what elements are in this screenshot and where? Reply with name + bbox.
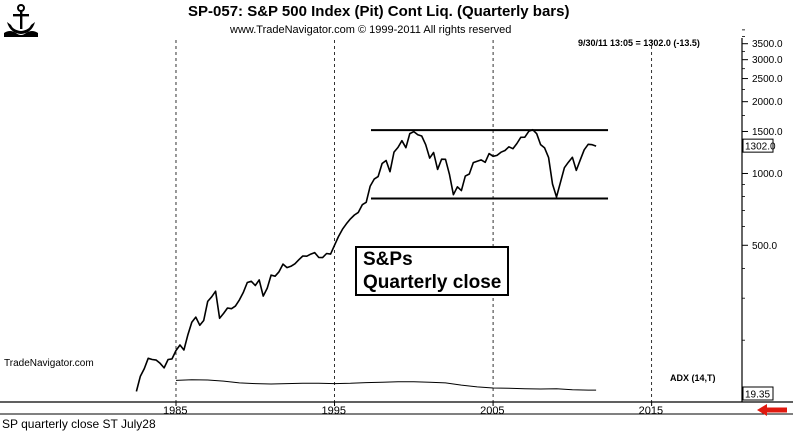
left-arrow-icon[interactable] xyxy=(757,404,787,416)
adx-label: ADX (14,T) xyxy=(670,373,716,383)
axes xyxy=(0,38,793,415)
annotation-line-1: S&Ps xyxy=(363,249,413,270)
x-tick-label-2005: 2005 xyxy=(480,405,504,417)
last-value-markers: 1302.0 19.35 xyxy=(742,138,776,401)
adx-series xyxy=(175,379,597,391)
chart-title: SP-057: S&P 500 Index (Pit) Cont Liq. (Q… xyxy=(188,3,570,20)
y-tick-label-3500: 3500.0 xyxy=(752,39,783,50)
y-tick-label-500: 500.0 xyxy=(752,241,777,252)
y-tick-label-1000: 1000.0 xyxy=(752,169,783,180)
x-tick-label-2015: 2015 xyxy=(639,405,663,417)
price-series xyxy=(135,128,597,392)
y-tick-label-2000: 2000.0 xyxy=(752,97,783,108)
annotation-line-2: Quarterly close xyxy=(363,272,502,293)
x-tick-label-1985: 1985 xyxy=(163,405,187,417)
annotation-box: S&Ps Quarterly close xyxy=(355,246,509,296)
last-price-box xyxy=(742,138,774,153)
last-price-label: 1302.0 xyxy=(745,142,776,153)
footer-note: SP quarterly close ST July28 xyxy=(2,417,156,431)
y-tick-label-1500: 1500.0 xyxy=(752,127,783,138)
adx-last-label: 19.35 xyxy=(745,390,770,401)
price-readout: 9/30/11 13:05 = 1302.0 (-13.5) xyxy=(578,38,700,48)
adx-last-box xyxy=(742,386,774,401)
price-line-0 xyxy=(135,128,597,392)
copyright-notice: www.TradeNavigator.com © 1999-2011 All r… xyxy=(230,24,512,36)
y-tick-label-2500: 2500.0 xyxy=(752,74,783,85)
x-axis-ticks: 1985 1995 2005 2015 xyxy=(163,402,663,417)
x-gridlines xyxy=(175,40,653,402)
support-resistance-lines xyxy=(371,129,609,200)
anchor-logo-icon xyxy=(4,4,38,37)
brand-label: TradeNavigator.com xyxy=(4,358,94,369)
adx-line xyxy=(175,379,597,391)
y-axis-ticks: 3500.0 3000.0 2500.0 2000.0 1500.0 1000.0 500.… xyxy=(742,29,783,341)
y-tick-label-3000: 3000.0 xyxy=(752,55,783,66)
x-tick-label-1995: 1995 xyxy=(322,405,346,417)
